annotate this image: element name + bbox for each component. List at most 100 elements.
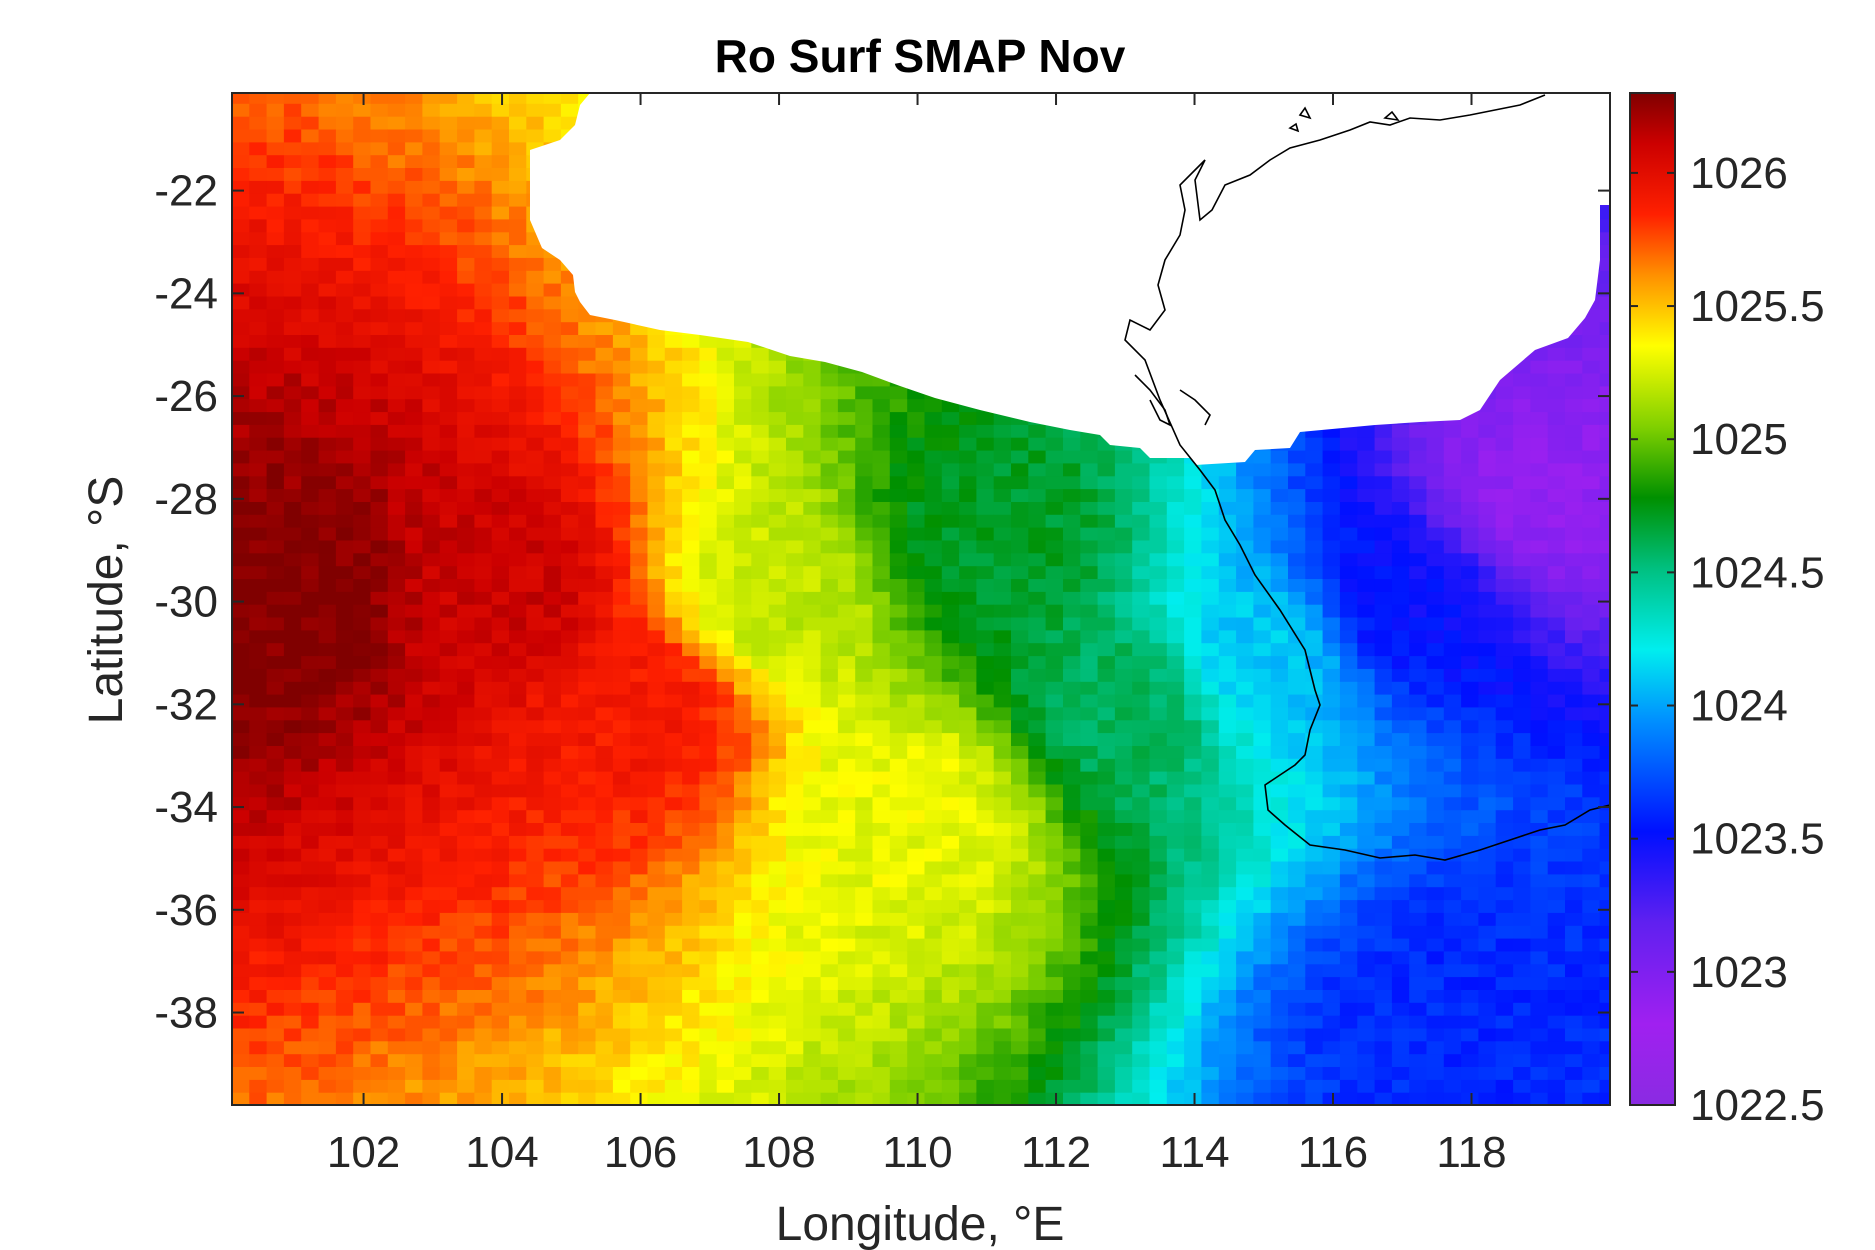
heatmap-cell (491, 360, 510, 374)
heatmap-cell (1218, 732, 1237, 746)
heatmap-cell (232, 527, 250, 541)
heatmap-cell (1270, 732, 1289, 746)
heatmap-cell (353, 1053, 372, 1067)
heatmap-cell (837, 385, 856, 400)
heatmap-cell (889, 706, 908, 721)
heatmap-cell (543, 629, 562, 644)
heatmap-cell (353, 899, 372, 913)
heatmap-cell (578, 565, 597, 579)
heatmap-cell (993, 1002, 1012, 1016)
heatmap-cell (595, 411, 614, 425)
heatmap-cell (335, 848, 354, 862)
heatmap-cell (474, 861, 493, 875)
heatmap-cell (370, 822, 389, 836)
heatmap-cell (439, 783, 458, 798)
heatmap-cell (301, 938, 320, 952)
heatmap-cell (768, 655, 787, 669)
heatmap-cell (993, 1066, 1012, 1080)
heatmap-cell (716, 963, 735, 978)
heatmap-cell (630, 719, 649, 734)
heatmap-cell (889, 694, 908, 708)
heatmap-cell (1218, 681, 1237, 695)
heatmap-cell (699, 411, 718, 425)
heatmap-cell (1080, 681, 1099, 695)
heatmap-cell (1322, 1066, 1341, 1080)
heatmap-cell (872, 989, 891, 1003)
heatmap-cell (370, 116, 389, 130)
heatmap-cell (318, 719, 337, 734)
heatmap-cell (630, 1066, 649, 1080)
heatmap-cell (335, 809, 354, 823)
heatmap-cell (1253, 796, 1272, 811)
heatmap-cell (1218, 719, 1237, 734)
heatmap-cell (716, 848, 735, 862)
heatmap-cell (232, 450, 250, 464)
heatmap-cell (543, 527, 562, 541)
heatmap-cell (1028, 925, 1047, 939)
heatmap-cell (370, 180, 389, 194)
heatmap-cell (491, 565, 510, 579)
heatmap-cell (491, 231, 510, 246)
heatmap-cell (491, 1027, 510, 1042)
heatmap-cell (751, 514, 770, 528)
heatmap-cell (751, 835, 770, 849)
heatmap-cell (422, 976, 441, 990)
heatmap-cell (1236, 475, 1254, 490)
heatmap-cell (1288, 732, 1306, 746)
heatmap-cell (907, 745, 926, 759)
heatmap-cell (1184, 681, 1202, 695)
heatmap-cell (889, 552, 908, 567)
heatmap-cell (1253, 873, 1272, 888)
heatmap-cell (405, 462, 423, 477)
heatmap-cell (786, 385, 804, 400)
heatmap-cell (560, 668, 579, 682)
heatmap-cell (768, 398, 787, 413)
heatmap-cell (560, 283, 579, 297)
heatmap-cell (1218, 578, 1237, 592)
heatmap-cell (612, 462, 631, 477)
heatmap-cell (786, 1027, 804, 1042)
heatmap-cell (318, 437, 337, 451)
heatmap-cell (1063, 938, 1081, 952)
heatmap-cell (1218, 539, 1237, 554)
heatmap-cell (335, 1002, 354, 1016)
heatmap-cell (664, 1015, 683, 1029)
heatmap-cell (318, 1079, 337, 1093)
heatmap-cell (1045, 694, 1064, 708)
heatmap-cell (1045, 758, 1064, 772)
heatmap-cell (751, 771, 770, 785)
heatmap-cell (405, 578, 423, 592)
heatmap-cell (249, 578, 268, 592)
heatmap-cell (1236, 861, 1254, 875)
heatmap-cell (768, 899, 787, 913)
heatmap-cell (1201, 745, 1220, 759)
heatmap-cell (647, 1092, 666, 1105)
heatmap-cell (1236, 539, 1254, 554)
heatmap-cell (1201, 938, 1220, 952)
heatmap-cell (457, 1040, 475, 1055)
heatmap-cell (924, 1015, 943, 1029)
heatmap-cell (889, 385, 908, 400)
heatmap-cell (1201, 796, 1220, 811)
heatmap-cell (682, 411, 700, 425)
heatmap-cell (993, 424, 1012, 438)
heatmap-cell (353, 373, 372, 387)
heatmap-cell (1236, 617, 1254, 631)
heatmap-cell (283, 796, 302, 811)
heatmap-cell (768, 771, 787, 785)
heatmap-cell (768, 488, 787, 502)
heatmap-cell (457, 167, 475, 181)
heatmap-cell (941, 886, 960, 901)
heatmap-cell (283, 334, 302, 348)
heatmap-cell (387, 938, 406, 952)
heatmap-cell (907, 527, 926, 541)
heatmap-cell (405, 308, 423, 323)
heatmap-cell (664, 565, 683, 579)
heatmap-cell (630, 450, 649, 464)
heatmap-cell (1132, 1027, 1151, 1042)
heatmap-cell (543, 437, 562, 451)
heatmap-cell (803, 796, 822, 811)
heatmap-cell (1097, 617, 1116, 631)
heatmap-cell (976, 938, 995, 952)
heatmap-cell (560, 411, 579, 425)
